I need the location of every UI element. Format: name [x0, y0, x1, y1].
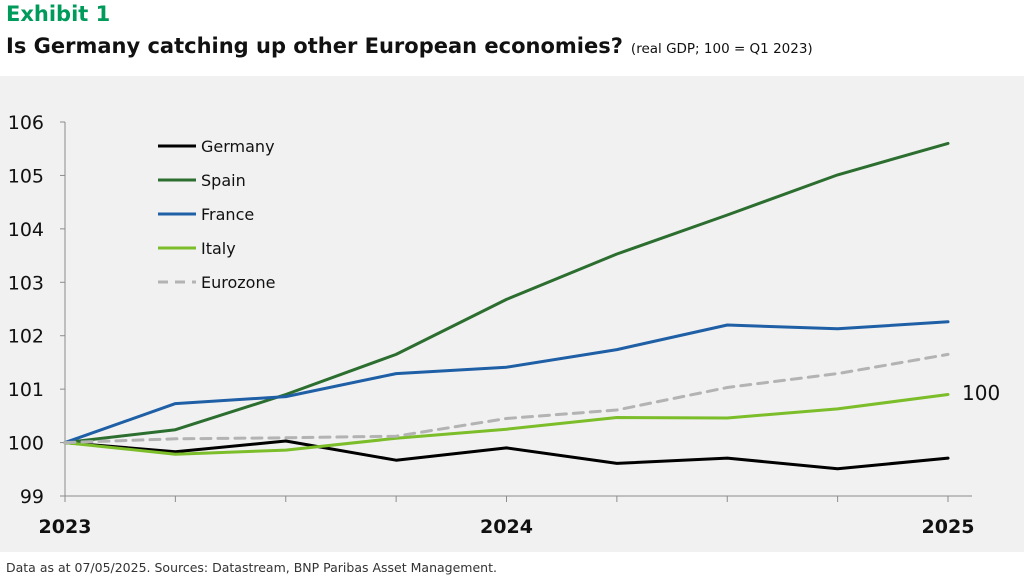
y-tick-label: 100: [8, 433, 44, 455]
legend-label-germany: Germany: [201, 137, 275, 156]
y-tick-label: 105: [8, 165, 44, 187]
source-note: Data as at 07/05/2025. Sources: Datastre…: [6, 560, 497, 575]
y-tick-label: 104: [8, 219, 44, 241]
chart-subtitle: (real GDP; 100 = Q1 2023): [630, 41, 813, 57]
legend-label-spain: Spain: [201, 171, 246, 190]
series-line-spain: [63, 141, 950, 445]
y-tick-label: 99: [20, 486, 44, 508]
y-tick-label: 103: [8, 272, 44, 294]
x-tick-label: 2024: [480, 516, 533, 538]
legend-label-eurozone: Eurozone: [201, 273, 275, 292]
series-line-france: [63, 320, 950, 445]
chart-panel: 99 100 101 102 103 104 105 106 2023 2024 2025 Germa…: [0, 76, 1024, 552]
annotation-label: 100: [962, 381, 1000, 405]
chart-title: Is Germany catching up other European ec…: [6, 34, 623, 58]
y-tick-label: 102: [8, 326, 44, 348]
title-row: Is Germany catching up other European ec…: [6, 34, 813, 58]
legend-label-italy: Italy: [201, 239, 236, 258]
exhibit-label: Exhibit 1: [6, 2, 111, 26]
legend-label-france: France: [201, 205, 254, 224]
series-line-germany: [63, 439, 950, 471]
x-tick-label: 2023: [39, 516, 92, 538]
x-tick-label: 2025: [922, 516, 975, 538]
line-chart: 99 100 101 102 103 104 105 106 2023 2024 2025 Germa…: [8, 112, 1000, 538]
y-tick-label: 101: [8, 379, 44, 401]
y-tick-label: 106: [8, 112, 44, 134]
series-line-italy: [63, 393, 950, 456]
series-line-eurozone: [63, 352, 950, 445]
